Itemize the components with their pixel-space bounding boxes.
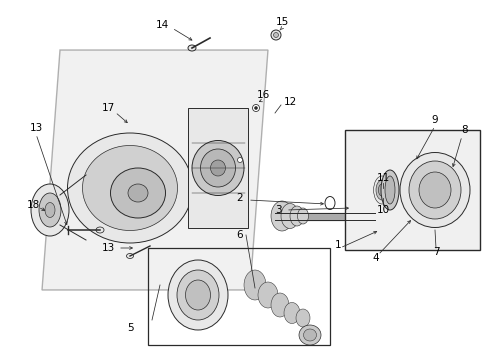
Ellipse shape xyxy=(126,253,133,258)
Ellipse shape xyxy=(270,201,292,231)
Ellipse shape xyxy=(395,202,401,230)
Ellipse shape xyxy=(378,184,385,196)
Text: 7: 7 xyxy=(432,247,438,257)
Ellipse shape xyxy=(270,30,281,40)
Ellipse shape xyxy=(298,325,320,345)
Ellipse shape xyxy=(244,270,265,300)
Text: 17: 17 xyxy=(101,103,114,113)
Polygon shape xyxy=(42,50,267,290)
Text: 2: 2 xyxy=(236,193,243,203)
Ellipse shape xyxy=(380,170,398,210)
Text: 9: 9 xyxy=(431,115,437,125)
Ellipse shape xyxy=(384,176,394,204)
Ellipse shape xyxy=(388,203,394,229)
Ellipse shape xyxy=(185,280,210,310)
Ellipse shape xyxy=(297,208,308,224)
Text: 13: 13 xyxy=(29,123,42,133)
Text: 16: 16 xyxy=(256,90,269,100)
Text: 6: 6 xyxy=(236,230,243,240)
Text: 12: 12 xyxy=(283,97,296,107)
Ellipse shape xyxy=(237,158,242,162)
Ellipse shape xyxy=(187,45,196,51)
Text: 13: 13 xyxy=(101,243,114,253)
Ellipse shape xyxy=(254,107,257,109)
Ellipse shape xyxy=(399,153,469,228)
Ellipse shape xyxy=(273,32,278,37)
Ellipse shape xyxy=(404,204,424,228)
Ellipse shape xyxy=(295,309,309,327)
Ellipse shape xyxy=(374,205,380,227)
Text: 5: 5 xyxy=(126,323,133,333)
Ellipse shape xyxy=(418,172,450,208)
Ellipse shape xyxy=(402,201,408,231)
Ellipse shape xyxy=(303,329,316,341)
Bar xyxy=(345,130,479,250)
Text: 10: 10 xyxy=(376,205,389,215)
Text: 1: 1 xyxy=(334,240,341,250)
Text: 4: 4 xyxy=(372,253,379,263)
Ellipse shape xyxy=(373,176,389,204)
Ellipse shape xyxy=(45,202,55,217)
Ellipse shape xyxy=(192,140,244,195)
Text: 15: 15 xyxy=(275,17,288,27)
Ellipse shape xyxy=(200,149,235,187)
Ellipse shape xyxy=(82,145,177,230)
Ellipse shape xyxy=(177,270,219,320)
Ellipse shape xyxy=(375,180,387,200)
Ellipse shape xyxy=(289,206,304,226)
Ellipse shape xyxy=(39,193,61,227)
Ellipse shape xyxy=(258,282,278,308)
Ellipse shape xyxy=(284,302,299,324)
Ellipse shape xyxy=(270,293,288,317)
Ellipse shape xyxy=(252,104,259,112)
Text: 18: 18 xyxy=(26,200,40,210)
Ellipse shape xyxy=(281,203,298,229)
Ellipse shape xyxy=(67,133,192,243)
Ellipse shape xyxy=(31,184,69,236)
Ellipse shape xyxy=(210,160,225,176)
Text: 8: 8 xyxy=(461,125,468,135)
Ellipse shape xyxy=(110,168,165,218)
Ellipse shape xyxy=(408,161,460,219)
Text: 14: 14 xyxy=(155,20,168,30)
Ellipse shape xyxy=(381,204,387,228)
Ellipse shape xyxy=(96,227,104,233)
Text: 3: 3 xyxy=(274,205,281,215)
Polygon shape xyxy=(187,108,247,228)
Ellipse shape xyxy=(128,184,148,202)
Text: 11: 11 xyxy=(376,173,389,183)
Ellipse shape xyxy=(168,260,227,330)
Ellipse shape xyxy=(399,198,429,234)
